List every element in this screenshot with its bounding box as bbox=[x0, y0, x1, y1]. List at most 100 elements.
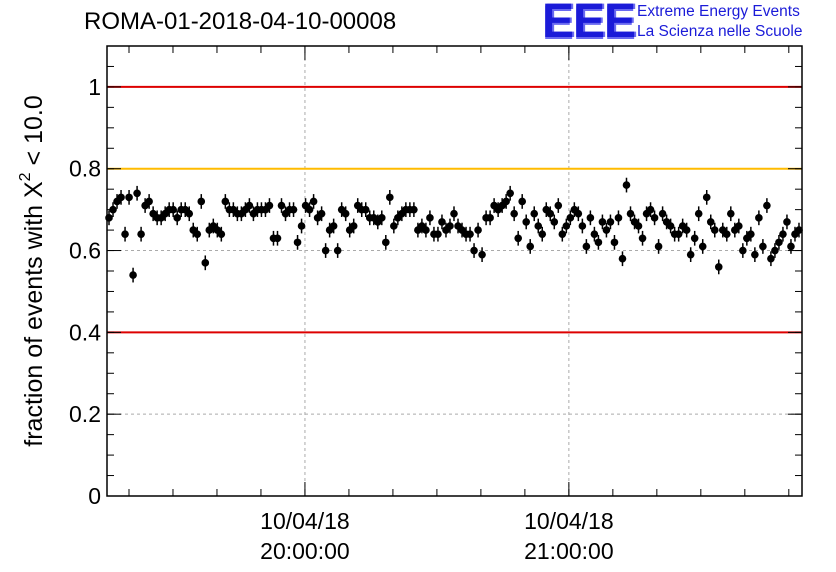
point-marker bbox=[329, 222, 338, 230]
data-point bbox=[349, 218, 358, 234]
data-point bbox=[538, 226, 547, 242]
point-marker bbox=[193, 230, 202, 238]
data-point bbox=[382, 235, 390, 250]
data-point bbox=[622, 177, 631, 193]
point-marker bbox=[590, 230, 599, 238]
data-point bbox=[193, 226, 202, 242]
grid-layer bbox=[107, 46, 802, 497]
data-point bbox=[305, 202, 314, 217]
data-point bbox=[771, 243, 779, 258]
y-axis-label-sup: 2 bbox=[17, 172, 34, 181]
data-point bbox=[245, 198, 254, 213]
data-point bbox=[759, 239, 767, 254]
data-point bbox=[377, 210, 386, 226]
data-point bbox=[321, 243, 330, 258]
data-point bbox=[722, 226, 731, 242]
point-marker bbox=[438, 218, 446, 226]
data-point bbox=[133, 185, 141, 201]
data-point bbox=[586, 210, 595, 226]
data-point bbox=[562, 218, 571, 234]
point-marker bbox=[598, 218, 607, 226]
point-marker bbox=[658, 209, 667, 218]
point-marker bbox=[321, 246, 330, 255]
point-marker bbox=[534, 222, 543, 230]
data-point bbox=[518, 194, 526, 209]
data-point bbox=[117, 190, 125, 205]
chart-title: ROMA-01-2018-04-10-00008 bbox=[84, 8, 397, 35]
point-marker bbox=[666, 222, 675, 230]
point-marker bbox=[767, 254, 775, 263]
y-tick-label: 0.8 bbox=[69, 156, 101, 182]
point-marker bbox=[747, 230, 755, 238]
y-tick-label: 0.6 bbox=[69, 238, 101, 264]
point-marker bbox=[602, 226, 611, 234]
point-marker bbox=[618, 254, 627, 263]
data-point bbox=[201, 255, 210, 271]
point-marker bbox=[634, 222, 643, 230]
data-point bbox=[466, 226, 474, 242]
point-marker bbox=[787, 242, 795, 251]
data-point bbox=[426, 210, 434, 226]
data-point bbox=[333, 243, 342, 258]
axes: 0 0.2 0.4 0.6 0.8 1 10/04/18 20:00:00 10/04/18 21… bbox=[69, 45, 802, 564]
data-point bbox=[510, 206, 518, 222]
point-marker bbox=[502, 197, 510, 206]
data-point bbox=[646, 202, 655, 217]
data-point bbox=[554, 198, 563, 213]
data-point bbox=[594, 235, 603, 250]
data-point bbox=[277, 198, 286, 213]
data-point bbox=[530, 206, 539, 222]
data-point bbox=[682, 222, 691, 238]
point-marker bbox=[361, 205, 370, 214]
point-marker bbox=[197, 197, 206, 206]
point-marker bbox=[530, 209, 539, 218]
point-marker bbox=[626, 209, 635, 218]
point-marker bbox=[145, 197, 153, 206]
point-marker bbox=[779, 230, 787, 238]
data-point bbox=[755, 210, 763, 226]
point-marker bbox=[450, 209, 458, 218]
point-marker bbox=[309, 197, 318, 206]
plot-frame bbox=[106, 45, 803, 497]
data-points bbox=[105, 177, 803, 283]
data-point bbox=[522, 214, 531, 230]
data-point bbox=[626, 206, 635, 222]
point-marker bbox=[125, 193, 133, 202]
point-marker bbox=[566, 214, 575, 222]
point-marker bbox=[173, 214, 182, 222]
point-marker bbox=[526, 242, 535, 251]
point-marker bbox=[706, 218, 715, 226]
data-point bbox=[470, 243, 478, 258]
point-marker bbox=[466, 230, 474, 238]
data-point bbox=[185, 206, 194, 222]
point-marker bbox=[739, 246, 747, 255]
point-marker bbox=[558, 230, 567, 238]
logo-line-2: La Scienza nelle Scuole bbox=[637, 23, 803, 40]
point-marker bbox=[574, 209, 583, 218]
data-point bbox=[590, 226, 599, 242]
data-point bbox=[145, 194, 153, 209]
data-point bbox=[297, 218, 306, 234]
data-point bbox=[566, 210, 575, 226]
data-point bbox=[714, 259, 723, 275]
point-marker bbox=[221, 197, 230, 206]
eee-logo-text: Extreme Energy Events La Scienza nelle S… bbox=[637, 2, 802, 42]
data-point bbox=[390, 218, 398, 234]
data-point bbox=[694, 206, 703, 222]
y-axis-label-prefix: fraction of events with bbox=[20, 198, 48, 447]
data-point bbox=[558, 226, 567, 242]
point-marker bbox=[390, 222, 398, 230]
point-marker bbox=[265, 201, 274, 210]
data-point bbox=[598, 214, 607, 230]
data-point bbox=[698, 239, 707, 254]
point-marker bbox=[646, 205, 655, 214]
y-tick-label: 1 bbox=[88, 74, 101, 100]
data-point bbox=[265, 198, 274, 213]
data-point bbox=[125, 190, 133, 205]
point-marker bbox=[474, 226, 482, 234]
data-point bbox=[329, 218, 338, 234]
point-marker bbox=[702, 193, 711, 202]
point-marker bbox=[686, 250, 695, 259]
reference-lines bbox=[107, 85, 802, 334]
